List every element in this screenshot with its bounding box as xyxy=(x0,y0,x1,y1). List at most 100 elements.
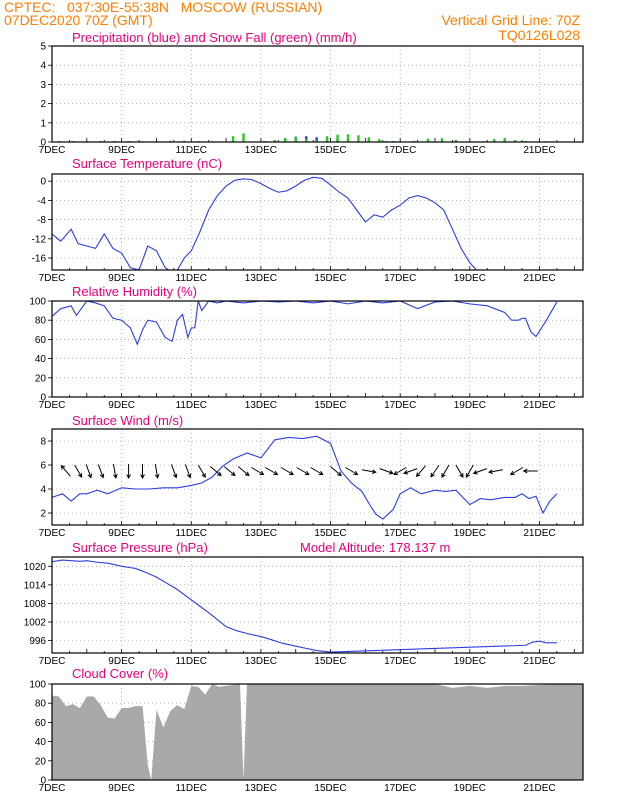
wind-plot-area xyxy=(52,435,558,520)
snowfall-bar xyxy=(513,140,517,142)
pressure-panel-subtitle: Model Altitude: 178.137 m xyxy=(300,540,450,555)
wind-direction-arrow xyxy=(251,467,265,476)
wind-x-tick-label: 21DEC xyxy=(523,528,555,539)
humidity-series-line xyxy=(52,301,558,346)
header-location: CPTEC: 037:30E-55:38N MOSCOW (RUSSIAN) xyxy=(4,0,322,15)
pressure-y-tick-label: 1014 xyxy=(24,580,47,591)
temperature-x-tick-label: 9DEC xyxy=(108,273,135,284)
wind-direction-arrow xyxy=(455,464,464,478)
precip-x-tick-label: 9DEC xyxy=(108,145,135,156)
wind-direction-arrow xyxy=(223,466,236,477)
precip-panel: 7DEC 9DEC 11DEC 13DEC 15DEC 17DEC 19DEC 21DEC 0 1… xyxy=(39,42,584,156)
cloud-y-tick-label: 20 xyxy=(35,756,47,767)
wind-direction-arrow xyxy=(430,464,440,478)
wind-direction-arrow xyxy=(509,467,524,476)
wind-direction-arrow xyxy=(465,464,474,478)
wind-direction-arrow xyxy=(97,464,105,479)
temperature-x-tick-label: 13DEC xyxy=(245,273,277,284)
pressure-plot-area xyxy=(52,559,557,653)
wind-x-tick-label: 15DEC xyxy=(314,528,346,539)
wind-direction-arrow xyxy=(488,469,503,474)
humidity-x-tick-label: 17DEC xyxy=(384,400,416,411)
wind-x-tick-label: 7DEC xyxy=(39,528,66,539)
precip-y-tick-label: 5 xyxy=(40,42,46,53)
cloud-x-tick-label: 21DEC xyxy=(523,783,555,794)
snowfall-bar xyxy=(367,137,371,142)
pressure-frame xyxy=(51,556,584,654)
pressure-panel: 7DEC 9DEC 11DEC 13DEC 15DEC 17DEC 19DEC 21DEC 99… xyxy=(24,556,584,667)
wind-panel-title: Surface Wind (m/s) xyxy=(72,413,183,428)
wind-direction-arrow xyxy=(237,466,250,477)
cloud-x-tick-label: 17DEC xyxy=(384,783,416,794)
wind-y-tick-label: 2 xyxy=(40,509,46,520)
snowfall-bar xyxy=(284,138,287,142)
cloud-plot-area xyxy=(52,684,583,780)
wind-direction-arrow xyxy=(310,467,324,476)
snowfall-bar xyxy=(242,133,245,142)
snowfall-bar xyxy=(346,134,350,142)
wind-direction-arrow xyxy=(522,468,538,474)
precipitation-bar xyxy=(315,137,318,142)
wind-direction-arrow xyxy=(74,464,83,478)
snowfall-bar xyxy=(336,134,339,142)
wind-y-tick-label: 6 xyxy=(40,461,46,472)
humidity-y-tick-label: 100 xyxy=(29,297,46,308)
wind-direction-arrow xyxy=(184,464,192,479)
precip-x-tick-label: 19DEC xyxy=(454,145,486,156)
temperature-frame xyxy=(51,173,584,271)
pressure-x-tick-label: 13DEC xyxy=(245,656,277,667)
wind-x-tick-label: 11DEC xyxy=(176,528,208,539)
cloud-x-tick-label: 7DEC xyxy=(39,783,66,794)
pressure-x-tick-label: 11DEC xyxy=(176,656,208,667)
precip-x-tick-label: 7DEC xyxy=(39,145,66,156)
wind-direction-arrow xyxy=(345,467,359,476)
pressure-x-tick-label: 21DEC xyxy=(523,656,555,667)
snowfall-bar xyxy=(294,137,297,142)
pressure-y-tick-label: 996 xyxy=(29,636,46,647)
precip-y-tick-label: 3 xyxy=(40,80,46,91)
cloud-y-tick-label: 60 xyxy=(35,718,47,729)
wind-direction-arrow xyxy=(441,464,450,478)
temperature-y-tick-label: -16 xyxy=(32,254,47,265)
precip-y-tick-label: 2 xyxy=(40,99,46,110)
cloud-x-tick-label: 19DEC xyxy=(454,783,486,794)
wind-direction-arrow xyxy=(415,465,426,478)
cloud-x-tick-label: 13DEC xyxy=(245,783,277,794)
header-datetime: 07DEC2020 70Z (GMT) xyxy=(4,12,153,28)
humidity-panel-title: Relative Humidity (%) xyxy=(72,284,197,299)
precip-x-tick-label: 15DEC xyxy=(314,145,346,156)
snowfall-bar xyxy=(273,140,277,142)
pressure-x-tick-label: 7DEC xyxy=(39,656,66,667)
wind-direction-arrow xyxy=(209,466,222,477)
temperature-x-tick-label: 11DEC xyxy=(176,273,208,284)
cloud-x-tick-label: 15DEC xyxy=(314,783,346,794)
temperature-x-tick-label: 17DEC xyxy=(384,273,416,284)
humidity-x-tick-label: 11DEC xyxy=(176,400,208,411)
snowfall-bar xyxy=(325,136,329,142)
wind-direction-arrow xyxy=(379,468,394,475)
snowfall-bar xyxy=(304,139,308,142)
humidity-x-tick-label: 13DEC xyxy=(245,400,277,411)
pressure-y-tick-label: 1008 xyxy=(24,599,47,610)
wind-direction-arrow xyxy=(154,464,160,479)
snowfall-bar xyxy=(503,138,506,142)
temperature-panel-title: Surface Temperature (nC) xyxy=(72,156,222,171)
humidity-x-tick-label: 9DEC xyxy=(108,400,135,411)
pressure-x-tick-label: 15DEC xyxy=(314,656,346,667)
wind-direction-arrow xyxy=(60,464,71,477)
temperature-x-tick-label: 7DEC xyxy=(39,273,66,284)
cloud-panel-title: Cloud Cover (%) xyxy=(72,666,168,681)
humidity-plot-area xyxy=(52,301,558,346)
cloud-y-tick-label: 100 xyxy=(29,680,46,691)
cloud-y-tick-label: 0 xyxy=(40,776,46,787)
precip-y-tick-label: 0 xyxy=(40,138,46,149)
header-model: TQ0126L028 xyxy=(498,27,580,43)
temperature-x-tick-label: 21DEC xyxy=(523,273,555,284)
snowfall-bar xyxy=(454,140,458,142)
wind-x-tick-label: 9DEC xyxy=(108,528,135,539)
wind-panel: 7DEC 9DEC 11DEC 13DEC 15DEC 17DEC 19DEC 21DEC 2 4… xyxy=(39,428,584,539)
pressure-panel-title: Surface Pressure (hPa) xyxy=(72,540,208,555)
temperature-y-tick-label: -4 xyxy=(37,196,46,207)
header-grid-line: Vertical Grid Line: 70Z xyxy=(441,12,580,28)
wind-direction-arrow xyxy=(171,464,178,479)
